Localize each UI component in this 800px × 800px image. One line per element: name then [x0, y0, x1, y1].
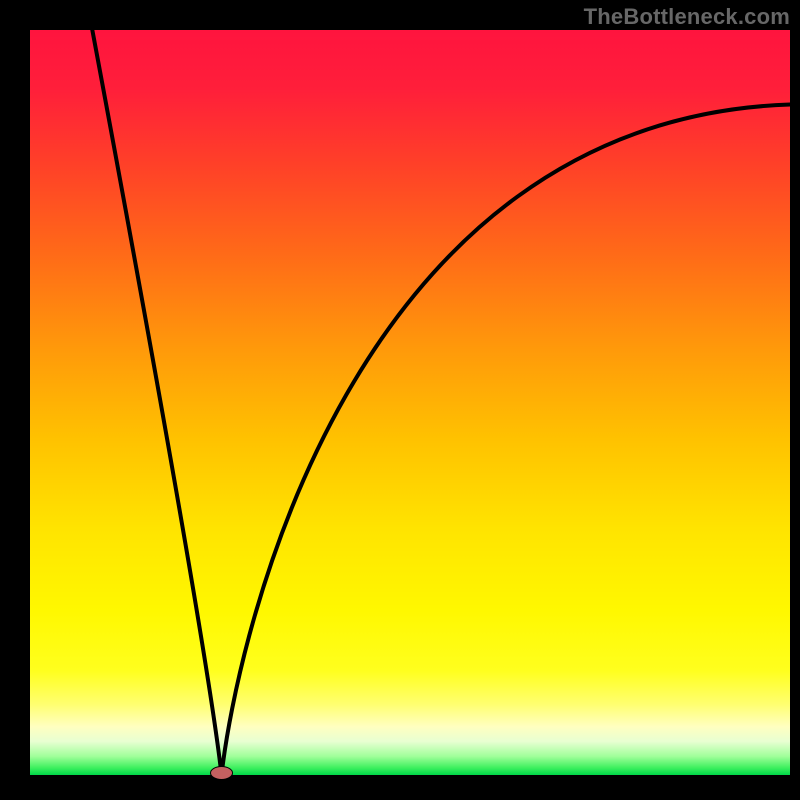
chart-container: TheBottleneck.com — [0, 0, 800, 800]
bottleneck-chart — [0, 0, 800, 800]
watermark-text: TheBottleneck.com — [584, 4, 790, 30]
